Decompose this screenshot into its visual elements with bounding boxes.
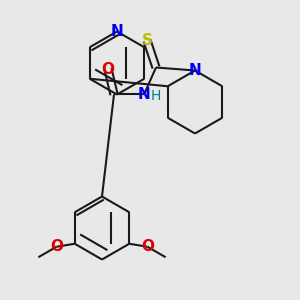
- Text: O: O: [141, 239, 154, 254]
- Text: H: H: [151, 89, 161, 103]
- Text: N: N: [189, 63, 201, 78]
- Text: S: S: [142, 33, 152, 48]
- Text: N: N: [111, 24, 123, 39]
- Text: O: O: [50, 239, 63, 254]
- Text: N: N: [138, 87, 150, 102]
- Text: O: O: [101, 61, 115, 76]
